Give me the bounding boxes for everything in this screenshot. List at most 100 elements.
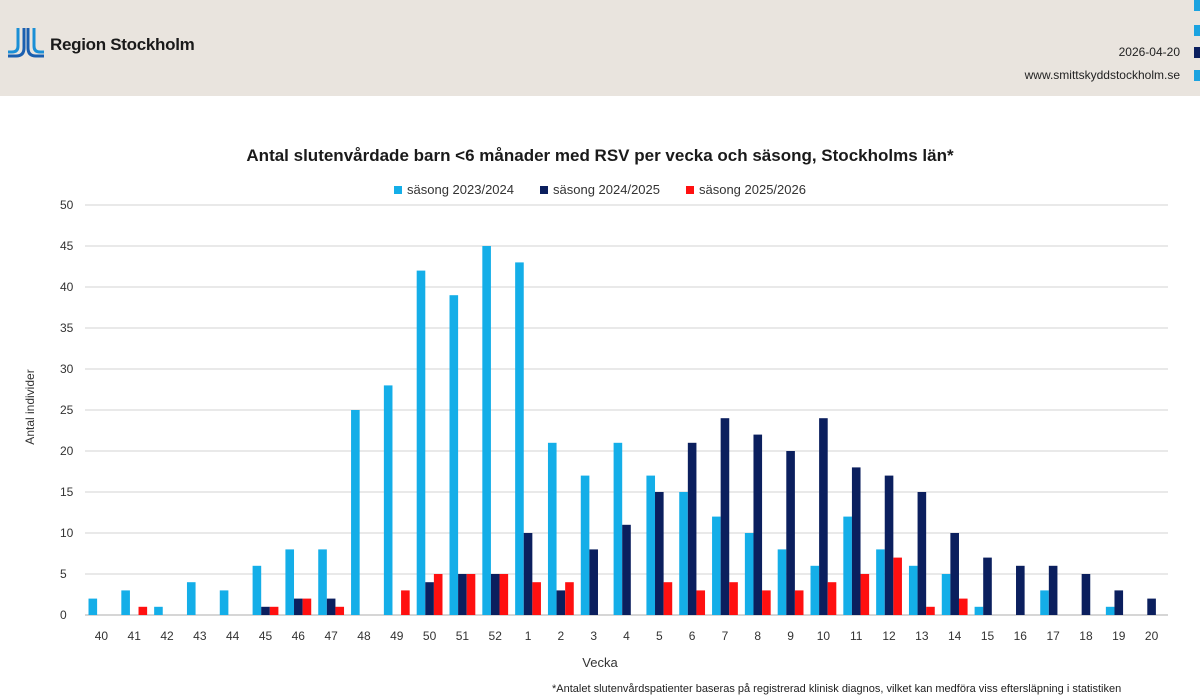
legend-swatch bbox=[394, 185, 403, 194]
x-tick-label: 51 bbox=[456, 629, 470, 643]
bar-20242025-week-5 bbox=[655, 492, 664, 615]
x-tick-label: 47 bbox=[324, 629, 338, 643]
y-tick-label: 25 bbox=[60, 403, 74, 417]
x-tick-label: 15 bbox=[981, 629, 995, 643]
x-tick-label: 1 bbox=[525, 629, 532, 643]
x-tick-label: 52 bbox=[489, 629, 503, 643]
x-tick-label: 40 bbox=[95, 629, 109, 643]
bar-20242025-week-15 bbox=[983, 557, 992, 615]
bar-20252026-week-14 bbox=[958, 598, 968, 615]
decor-mark bbox=[1194, 47, 1200, 58]
bar-20232024-week-11 bbox=[843, 516, 852, 615]
legend-item: säsong 2024/2025 bbox=[540, 182, 660, 197]
x-tick-label: 49 bbox=[390, 629, 404, 643]
bar-20232024-week-52 bbox=[482, 246, 491, 615]
bar-20252026-week-1 bbox=[532, 582, 541, 615]
x-tick-label: 5 bbox=[656, 629, 663, 643]
x-tick-label: 42 bbox=[160, 629, 174, 643]
x-tick-label: 45 bbox=[259, 629, 273, 643]
bar-20252026-week-47 bbox=[335, 606, 345, 615]
bar-20252026-week-12 bbox=[893, 557, 902, 615]
bar-20252026-week-7 bbox=[729, 582, 738, 615]
bar-20252026-week-52 bbox=[499, 574, 509, 615]
bar-20232024-week-7 bbox=[712, 516, 721, 615]
bar-20242025-week-10 bbox=[819, 418, 828, 615]
x-tick-label: 46 bbox=[292, 629, 306, 643]
bar-20242025-week-9 bbox=[786, 451, 795, 615]
bar-20242025-week-17 bbox=[1048, 565, 1058, 615]
decor-mark bbox=[1194, 70, 1200, 81]
y-tick-label: 45 bbox=[60, 239, 74, 253]
x-tick-label: 9 bbox=[787, 629, 794, 643]
bar-20242025-week-19 bbox=[1114, 590, 1124, 615]
bar-20232024-week-42 bbox=[154, 606, 163, 615]
bar-20242025-week-45 bbox=[261, 606, 270, 615]
report-date: 2026-04-20 bbox=[1118, 45, 1180, 59]
chart-legend: säsong 2023/2024 säsong 2024/2025 säsong… bbox=[0, 182, 1200, 197]
bar-20252026-week-46 bbox=[302, 598, 312, 615]
bar-20232024-week-47 bbox=[318, 549, 327, 615]
x-tick-label: 11 bbox=[850, 629, 863, 643]
bar-20242025-week-20 bbox=[1147, 598, 1156, 615]
website-url: www.smittskyddstockholm.se bbox=[1024, 68, 1180, 82]
bar-20242025-week-11 bbox=[851, 467, 861, 615]
bar-20242025-week-18 bbox=[1081, 574, 1091, 615]
bar-20252026-week-6 bbox=[696, 590, 706, 615]
x-tick-label: 43 bbox=[193, 629, 207, 643]
bar-20232024-week-15 bbox=[974, 606, 984, 615]
bar-20242025-week-8 bbox=[753, 434, 763, 615]
bar-20242025-week-13 bbox=[917, 492, 927, 615]
bar-20252026-week-11 bbox=[860, 574, 870, 615]
bar-20242025-week-16 bbox=[1016, 565, 1025, 615]
bar-20242025-week-47 bbox=[326, 598, 336, 615]
bar-20242025-week-46 bbox=[294, 598, 303, 615]
y-tick-label: 5 bbox=[60, 567, 67, 581]
region-stockholm-logo-icon bbox=[8, 28, 44, 58]
bar-20232024-week-10 bbox=[810, 565, 820, 615]
x-tick-label: 20 bbox=[1145, 629, 1159, 643]
y-tick-label: 20 bbox=[60, 444, 74, 458]
bar-20242025-week-12 bbox=[884, 475, 894, 615]
bar-20252026-week-5 bbox=[663, 582, 673, 615]
bar-20232024-week-17 bbox=[1040, 590, 1049, 615]
bar-20232024-week-49 bbox=[383, 385, 393, 615]
bar-20252026-week-50 bbox=[433, 574, 443, 615]
y-axis-label: Antal individer bbox=[23, 369, 37, 445]
bar-20252026-week-41 bbox=[138, 606, 148, 615]
bar-20232024-week-43 bbox=[186, 582, 196, 615]
x-tick-label: 44 bbox=[226, 629, 240, 643]
bar-20242025-week-51 bbox=[458, 574, 467, 615]
x-tick-label: 50 bbox=[423, 629, 437, 643]
bar-20232024-week-6 bbox=[679, 492, 688, 615]
footnote: *Antalet slutenvårdspatienter baseras på… bbox=[552, 683, 1122, 695]
x-tick-label: 12 bbox=[882, 629, 896, 643]
bar-20242025-week-14 bbox=[950, 533, 959, 615]
x-tick-label: 17 bbox=[1046, 629, 1060, 643]
bar-20252026-week-2 bbox=[565, 582, 574, 615]
bar-20232024-week-44 bbox=[219, 590, 229, 615]
bar-20252026-week-9 bbox=[794, 590, 804, 615]
bar-20242025-week-2 bbox=[556, 590, 566, 615]
x-tick-label: 6 bbox=[689, 629, 696, 643]
x-axis-label: Vecka bbox=[582, 655, 618, 670]
bar-20232024-week-9 bbox=[777, 549, 787, 615]
bar-20232024-week-12 bbox=[876, 549, 885, 615]
bar-20232024-week-41 bbox=[121, 590, 130, 615]
x-tick-label: 16 bbox=[1014, 629, 1028, 643]
y-tick-label: 0 bbox=[60, 608, 67, 622]
bar-20252026-week-13 bbox=[926, 606, 935, 615]
bar-20232024-week-40 bbox=[88, 598, 98, 615]
legend-label: säsong 2023/2024 bbox=[407, 182, 514, 197]
x-tick-label: 19 bbox=[1112, 629, 1126, 643]
y-tick-label: 50 bbox=[60, 198, 74, 212]
legend-label: säsong 2025/2026 bbox=[698, 182, 806, 197]
bar-20232024-week-2 bbox=[547, 442, 557, 615]
bar-20232024-week-3 bbox=[580, 475, 590, 615]
bar-20232024-week-1 bbox=[515, 262, 524, 615]
x-tick-label: 48 bbox=[357, 629, 371, 643]
x-tick-label: 14 bbox=[948, 629, 962, 643]
legend-item: säsong 2025/2026 bbox=[685, 182, 806, 197]
x-tick-label: 2 bbox=[558, 629, 565, 643]
x-tick-label: 13 bbox=[915, 629, 929, 643]
x-tick-label: 8 bbox=[754, 629, 761, 643]
